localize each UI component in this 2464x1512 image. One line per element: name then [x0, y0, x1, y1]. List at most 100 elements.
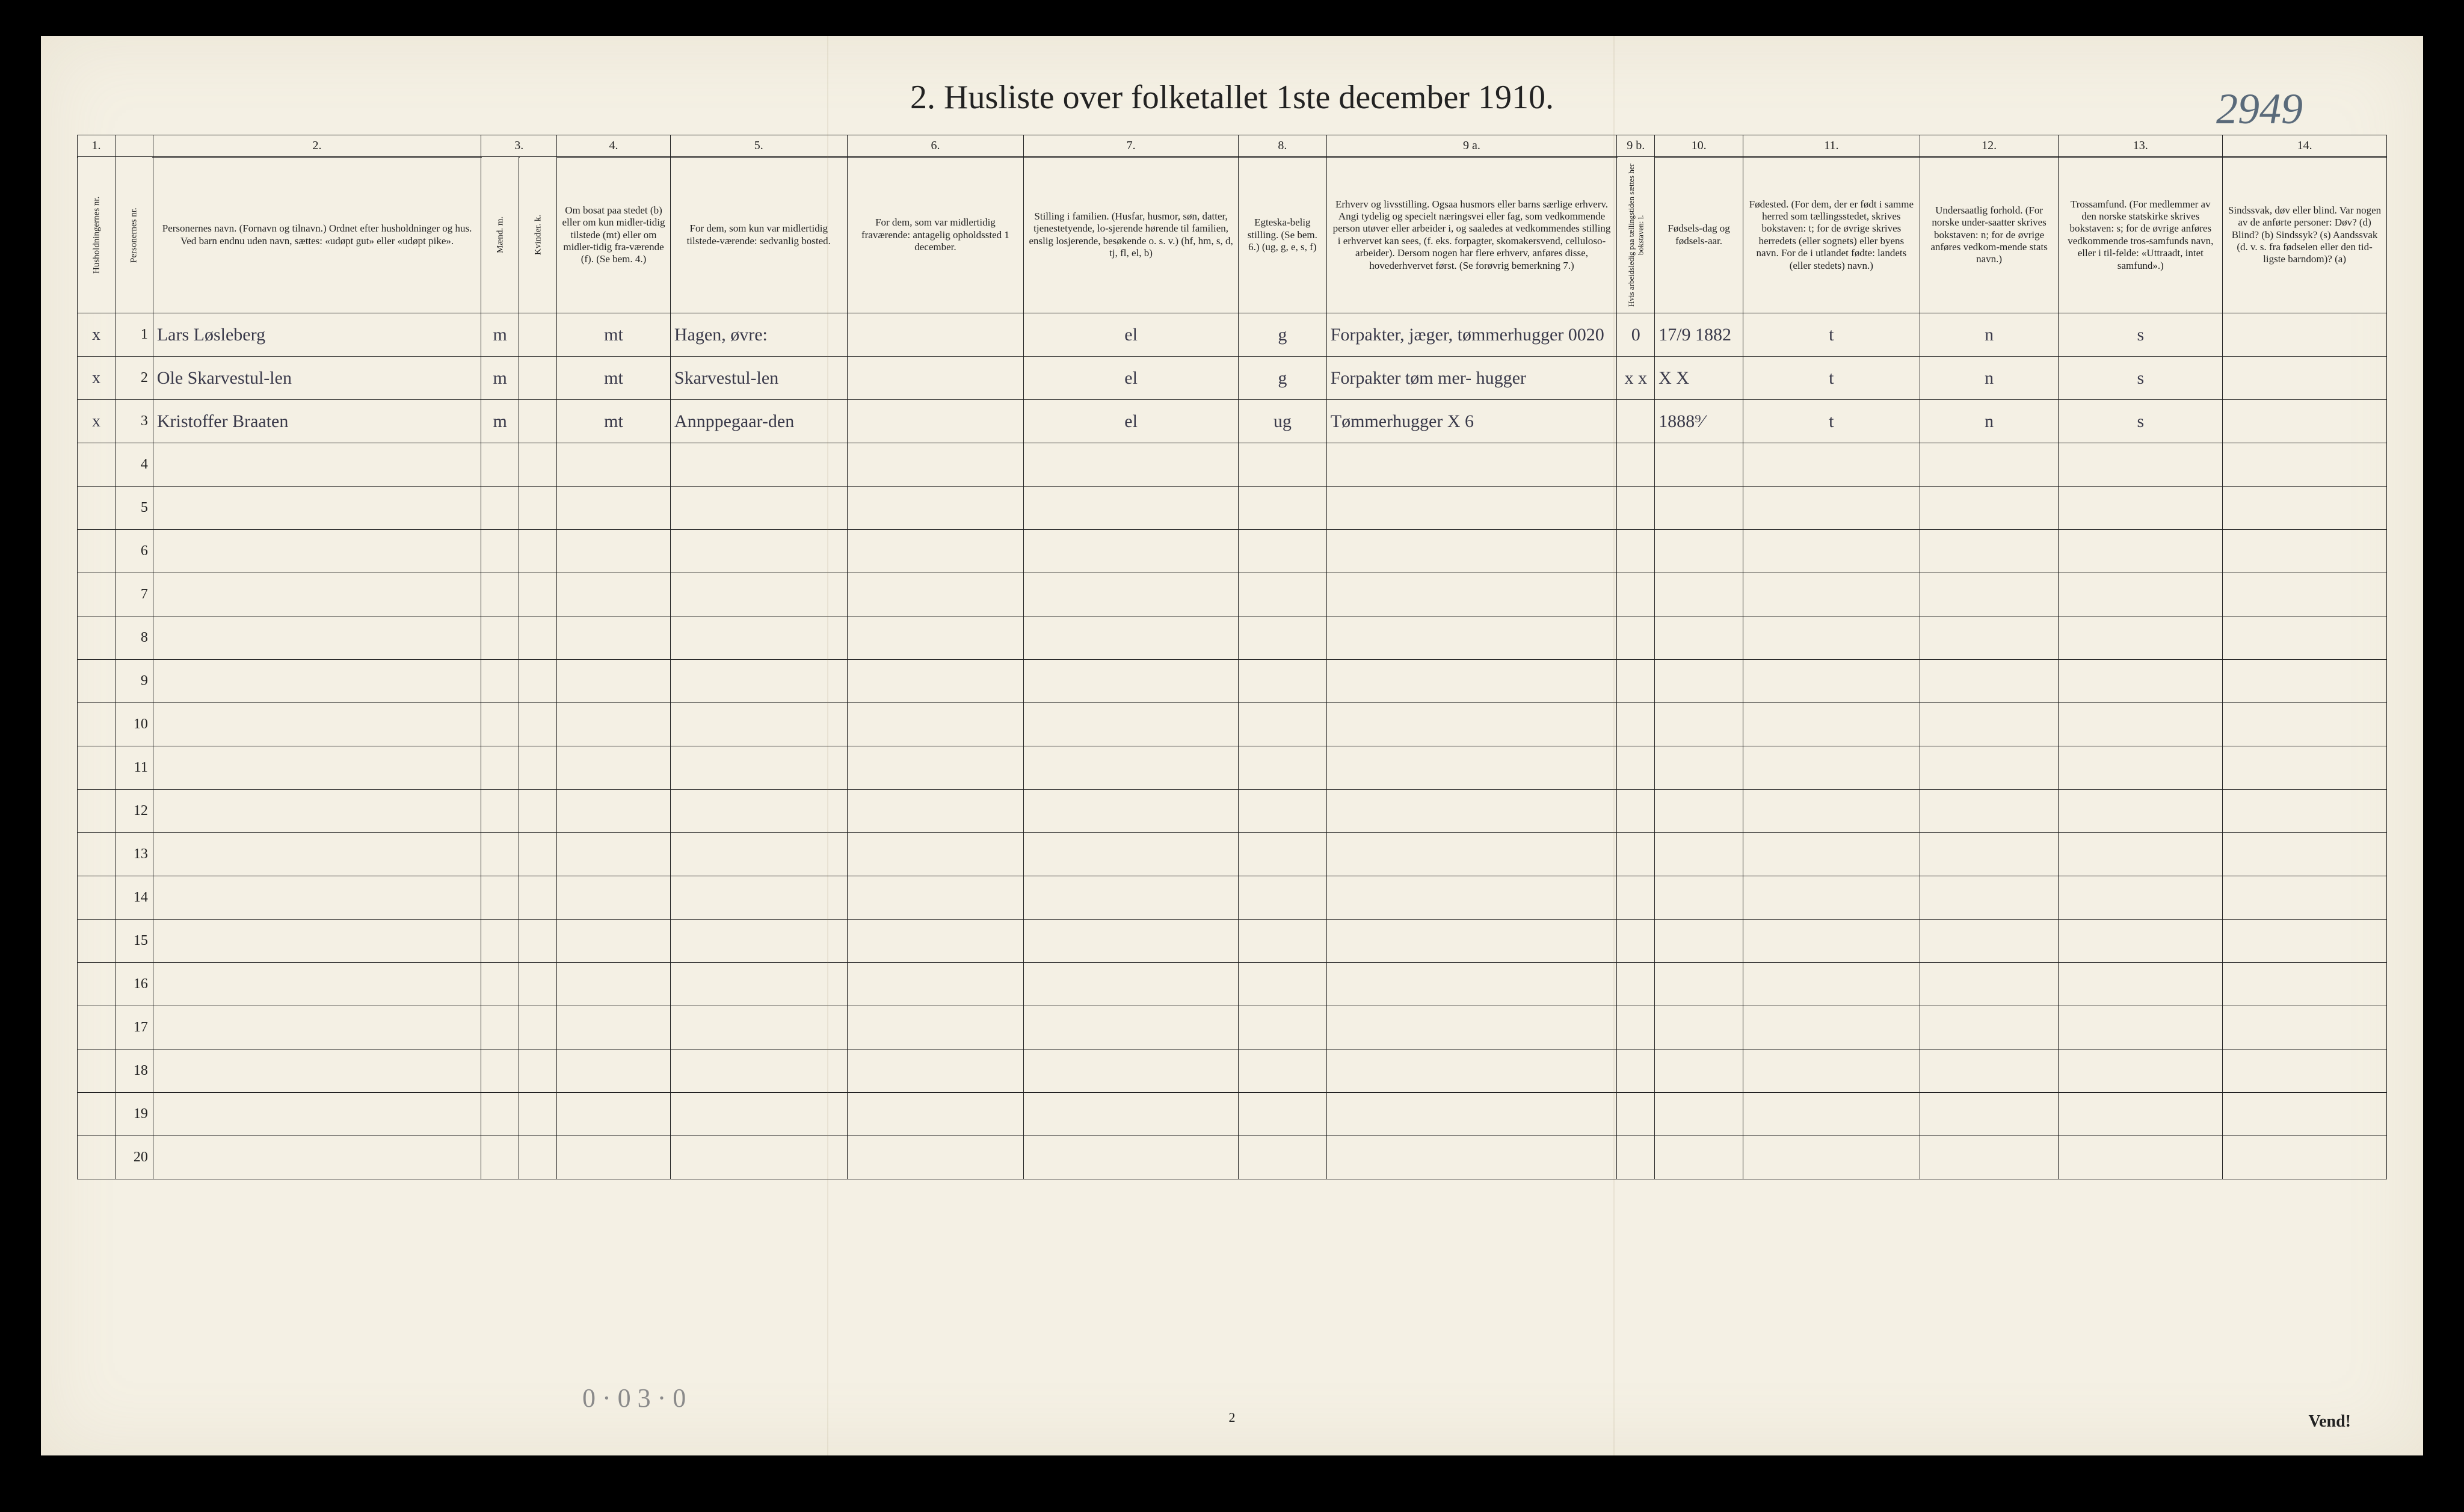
- cell-blank: [2059, 920, 2223, 963]
- cell-num: 3: [115, 400, 153, 443]
- cell-blank: [1024, 616, 1239, 660]
- header-sindssvak: Sindssvak, døv eller blind. Var nogen av…: [2223, 157, 2387, 313]
- cell-blank: 20: [115, 1136, 153, 1179]
- table-row-blank: 14: [78, 876, 2387, 920]
- column-number-row: 1. 2. 3. 4. 5. 6. 7. 8. 9 a. 9 b. 10. 11…: [78, 135, 2387, 157]
- cell-blank: [1238, 703, 1326, 746]
- cell-blank: [1238, 443, 1326, 487]
- table-row-blank: 19: [78, 1093, 2387, 1136]
- cell-under: n: [1920, 357, 2059, 400]
- cell-blank: [1920, 1006, 2059, 1049]
- cell-blank: [481, 1093, 519, 1136]
- cell-blank: [1238, 1136, 1326, 1179]
- cell-blank: [1238, 660, 1326, 703]
- cell-blank: [153, 573, 481, 616]
- cell-blank: [847, 1093, 1024, 1136]
- cell-blank: [557, 530, 671, 573]
- cell-blank: [481, 660, 519, 703]
- cell-blank: [1617, 1049, 1655, 1093]
- cell-blank: [1238, 963, 1326, 1006]
- cell-sedvanlig: Hagen, øvre:: [670, 313, 847, 357]
- cell-blank: [1920, 703, 2059, 746]
- cell-blank: [1238, 876, 1326, 920]
- cell-blank: [519, 920, 557, 963]
- cell-blank: [1326, 616, 1616, 660]
- cell-blank: [670, 660, 847, 703]
- cell-sedvanlig: Skarvestul-len: [670, 357, 847, 400]
- cell-blank: [670, 833, 847, 876]
- cell-opphold: [847, 313, 1024, 357]
- cell-blank: [1617, 703, 1655, 746]
- cell-blank: [2059, 963, 2223, 1006]
- colnum-3: 3.: [481, 135, 557, 157]
- paper-fold-left: [827, 36, 828, 1455]
- cell-m: m: [481, 400, 519, 443]
- cell-ledig: 0: [1617, 313, 1655, 357]
- cell-blank: [519, 1049, 557, 1093]
- cell-blank: 16: [115, 963, 153, 1006]
- cell-blank: [1326, 703, 1616, 746]
- cell-blank: [557, 876, 671, 920]
- cell-blank: [847, 746, 1024, 790]
- handwritten-sheet-number: 2949: [2216, 84, 2303, 134]
- cell-c14: [2223, 400, 2387, 443]
- cell-blank: [2223, 660, 2387, 703]
- cell-blank: [519, 487, 557, 530]
- cell-blank: [1326, 746, 1616, 790]
- cell-blank: [1655, 833, 1743, 876]
- cell-blank: [847, 790, 1024, 833]
- cell-blank: [1238, 1006, 1326, 1049]
- column-header-row: Husholdningernes nr. Personernes nr. Per…: [78, 157, 2387, 313]
- cell-blank: 7: [115, 573, 153, 616]
- cell-blank: [557, 746, 671, 790]
- cell-blank: [78, 573, 116, 616]
- cell-blank: [1655, 616, 1743, 660]
- cell-blank: [1024, 1049, 1239, 1093]
- header-bosat: Om bosat paa stedet (b) eller om kun mid…: [557, 157, 671, 313]
- printed-page-number: 2: [1229, 1410, 1236, 1425]
- cell-blank: [153, 876, 481, 920]
- table-row-blank: 7: [78, 573, 2387, 616]
- cell-blank: [519, 790, 557, 833]
- cell-blank: [2223, 573, 2387, 616]
- cell-blank: [78, 1049, 116, 1093]
- table-row-blank: 12: [78, 790, 2387, 833]
- cell-blank: [1655, 746, 1743, 790]
- cell-blank: [2059, 790, 2223, 833]
- cell-erhverv: Tømmerhugger X 6: [1326, 400, 1616, 443]
- cell-blank: [2223, 833, 2387, 876]
- cell-blank: [1743, 876, 1920, 920]
- cell-blank: [78, 876, 116, 920]
- cell-blank: 8: [115, 616, 153, 660]
- table-row-blank: 15: [78, 920, 2387, 963]
- cell-blank: [557, 1006, 671, 1049]
- cell-blank: [1743, 833, 1920, 876]
- colnum-12: 12.: [1920, 135, 2059, 157]
- table-row-blank: 11: [78, 746, 2387, 790]
- cell-blank: [1024, 1006, 1239, 1049]
- cell-blank: [1655, 573, 1743, 616]
- cell-blank: [153, 1136, 481, 1179]
- cell-blank: [1743, 660, 1920, 703]
- cell-stilling: el: [1024, 400, 1239, 443]
- cell-blank: [2059, 746, 2223, 790]
- cell-blank: [1024, 1093, 1239, 1136]
- cell-blank: [2223, 790, 2387, 833]
- cell-blank: [1238, 920, 1326, 963]
- cell-blank: 4: [115, 443, 153, 487]
- cell-blank: [481, 1136, 519, 1179]
- cell-blank: [78, 1136, 116, 1179]
- cell-blank: [1743, 443, 1920, 487]
- cell-blank: [1920, 616, 2059, 660]
- cell-blank: [1024, 790, 1239, 833]
- cell-blank: [557, 833, 671, 876]
- cell-blank: [1655, 530, 1743, 573]
- cell-blank: [1024, 573, 1239, 616]
- cell-blank: [481, 1049, 519, 1093]
- cell-blank: [1617, 443, 1655, 487]
- table-row-blank: 6: [78, 530, 2387, 573]
- cell-blank: [2223, 487, 2387, 530]
- colnum-7: 7.: [1024, 135, 1239, 157]
- cell-blank: [1326, 443, 1616, 487]
- cell-blank: [2223, 616, 2387, 660]
